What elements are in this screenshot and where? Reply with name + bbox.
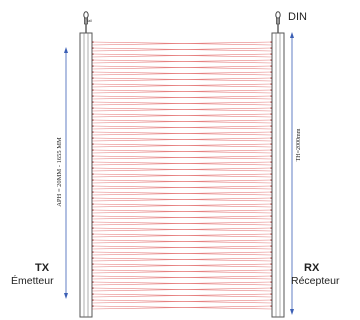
light-beam [91,239,273,244]
light-beam [91,83,273,88]
light-beams [91,41,273,310]
receiver-bar [271,32,285,318]
light-beam [91,119,273,124]
light-beam [91,173,273,178]
light-beam [91,293,273,298]
light-beam [91,245,273,250]
light-beam [91,227,273,232]
receiver-code: RX [304,262,320,274]
light-beam [91,257,273,262]
light-beam [91,149,273,154]
light-beam [91,53,273,58]
light-beam [91,65,273,70]
light-beam [91,221,273,226]
light-beam [91,281,273,286]
light-beam [91,299,273,304]
transmitter-code: TX [35,262,50,274]
light-beam [91,167,273,172]
light-beam [91,263,273,268]
light-beam [91,89,273,94]
light-beam [91,305,273,310]
light-beam [91,287,273,292]
light-beam [91,203,273,208]
light-beam [91,209,273,214]
light-beam [91,161,273,166]
light-beam [91,233,273,238]
light-beam [91,275,273,280]
light-beam [91,197,273,202]
light-beam [91,191,273,196]
light-beam [91,179,273,184]
th-dimension-line [290,32,294,315]
light-beam [91,59,273,64]
light-beam [91,107,273,112]
aph-dimension-label: APH = 20MM - 1655 MM [55,137,63,207]
light-beam [91,251,273,256]
light-beam [91,95,273,100]
light-beam [91,215,273,220]
light-beam [91,131,273,136]
transmitter-name: Émetteur [11,275,54,287]
light-beam [91,47,273,52]
tail-label: Tail [86,18,93,23]
cable-gland-icon [275,11,281,33]
light-beam [91,101,273,106]
din-label: DIN [288,11,307,23]
light-beam [91,125,273,130]
light-beam [91,155,273,160]
cable-gland-icon [83,11,89,33]
light-beam [91,113,273,118]
light-beam [91,137,273,142]
th-dimension-label: TH=2000mm [296,128,302,162]
light-beam [91,269,273,274]
light-beam [91,41,273,46]
receiver-name: Récepteur [291,275,340,287]
light-beam [91,71,273,76]
transmitter-bar [79,32,93,318]
light-beam [91,185,273,190]
light-beam [91,143,273,148]
light-beam [91,77,273,82]
aph-dimension-line [64,47,68,299]
